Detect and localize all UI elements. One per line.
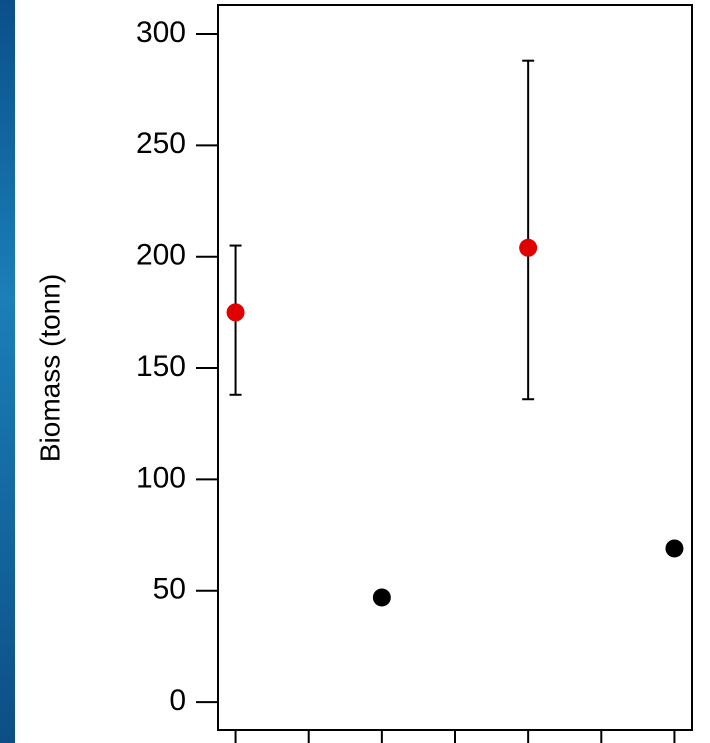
background-strip (0, 0, 15, 743)
point (226, 303, 245, 322)
y-tick-label: 150 (136, 350, 186, 383)
y-axis-label: Biomass (tonn) (34, 274, 65, 462)
point (519, 238, 538, 257)
y-tick-label: 250 (136, 127, 186, 160)
y-tick-label: 50 (153, 573, 186, 606)
y-tick-label: 100 (136, 461, 186, 494)
point (372, 588, 391, 607)
plot-frame (217, 4, 693, 731)
y-tick-label: 300 (136, 16, 186, 49)
y-tick-label: 200 (136, 239, 186, 272)
point (665, 539, 684, 558)
y-tick-label: 0 (169, 684, 186, 717)
